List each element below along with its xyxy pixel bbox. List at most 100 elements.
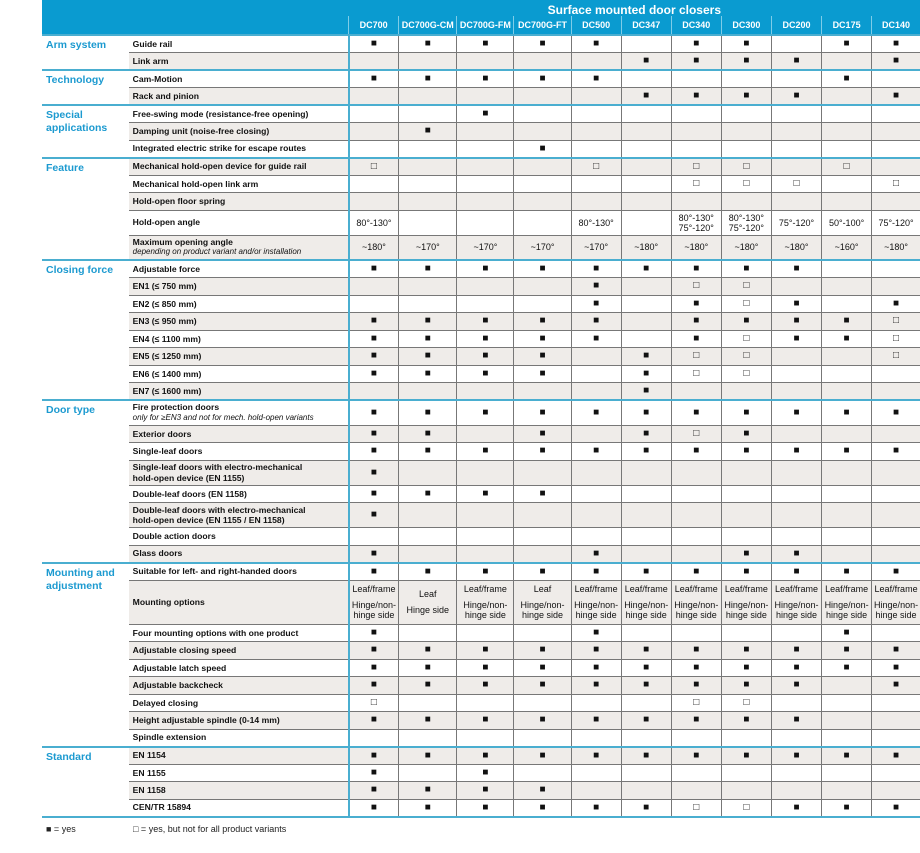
yes-mark: ■	[871, 442, 920, 460]
cell-line: Hinge/non-hinge side	[351, 600, 396, 620]
empty-cell	[456, 623, 514, 642]
table-row: Hold-open angle 80°-130° 80°-130° 80°-130° 7…	[42, 209, 920, 235]
empty-cell	[398, 763, 457, 782]
feature-label: Four mounting options with one product	[127, 623, 349, 642]
empty-cell	[670, 502, 722, 528]
partial-mark: □	[720, 347, 772, 365]
yes-mark: ■	[347, 658, 399, 677]
yes-mark: ■	[821, 641, 872, 659]
empty-cell	[456, 277, 514, 295]
cell-line: Hinge/non-hinge side	[674, 600, 719, 620]
yes-mark: ■	[570, 329, 622, 348]
yes-mark: ■	[770, 294, 822, 313]
empty-cell	[720, 459, 772, 485]
yes-mark: ■	[570, 259, 622, 278]
empty-cell	[347, 87, 399, 105]
table-row: Integrated electric strike for escape ro…	[42, 139, 920, 158]
yes-mark: ■	[456, 104, 514, 123]
empty-cell	[670, 139, 722, 158]
empty-cell	[670, 728, 722, 747]
empty-cell	[770, 347, 822, 365]
cell-text: 80°-130° 75°-120°	[720, 209, 772, 235]
table-row: Mounting options Leaf/frame Hinge/non-hing…	[42, 579, 920, 624]
empty-cell	[770, 502, 822, 528]
yes-mark: ■	[821, 658, 872, 677]
feature-name: EN4 (≤ 1100 mm)	[132, 333, 201, 344]
empty-cell	[513, 209, 572, 235]
empty-cell	[620, 139, 672, 158]
table-row: Arm system Guide rail ■ ■ ■ ■ ■ ■ ■ ■ ■	[42, 34, 920, 70]
feature-label: Mechanical hold-open device for guide ra…	[127, 156, 349, 175]
yes-mark: ■	[720, 424, 772, 443]
feature-label: Free-swing mode (resistance-free opening…	[127, 104, 349, 123]
empty-cell	[570, 502, 622, 528]
partial-mark: □	[871, 347, 920, 365]
empty-cell	[620, 544, 672, 563]
feature-name: Single-leaf doors with electro-mechanica…	[132, 462, 303, 483]
empty-cell	[456, 87, 514, 105]
empty-cell	[770, 192, 822, 210]
yes-mark: ■	[513, 329, 572, 348]
empty-cell	[670, 382, 722, 400]
yes-mark: ■	[670, 442, 722, 460]
table-row: EN4 (≤ 1100 mm) ■ ■ ■ ■ ■ ■ □ ■ ■ □	[42, 329, 920, 348]
yes-mark: ■	[347, 364, 399, 383]
cell-text: ~180°	[871, 234, 920, 260]
empty-cell	[770, 693, 822, 712]
yes-mark: ■	[456, 484, 514, 503]
empty-cell	[398, 87, 457, 105]
yes-mark: ■	[513, 34, 572, 53]
yes-mark: ■	[398, 69, 457, 88]
group-label: Closing force	[42, 259, 129, 400]
empty-cell	[670, 623, 722, 642]
table-row: Maximum opening angle depending on produc…	[42, 234, 920, 260]
yes-mark: ■	[347, 69, 399, 88]
feature-name: Adjustable force	[132, 263, 201, 274]
empty-cell	[821, 192, 872, 210]
feature-name: Glass doors	[132, 548, 183, 559]
model-header-dc700g-cm: DC700G-CM	[398, 16, 457, 35]
empty-cell	[570, 424, 622, 443]
yes-mark: ■	[720, 34, 772, 53]
table-row: Damping unit (noise-free closing) ■	[42, 122, 920, 140]
model-header-dc340: DC340	[670, 16, 722, 35]
empty-cell	[871, 711, 920, 729]
yes-mark: ■	[670, 676, 722, 694]
empty-cell	[770, 139, 822, 158]
yes-mark: ■	[770, 312, 822, 330]
table-row: EN 1155 ■ ■	[42, 763, 920, 782]
empty-cell	[620, 329, 672, 348]
feature-name: Adjustable backcheck	[132, 680, 223, 690]
empty-cell	[347, 527, 399, 545]
empty-cell	[513, 122, 572, 140]
cell-text: 50°-100°	[821, 209, 872, 235]
yes-mark: ■	[347, 745, 399, 764]
cell-text: 75°-120°	[770, 209, 822, 235]
empty-cell	[821, 693, 872, 712]
yes-mark: ■	[456, 69, 514, 88]
yes-mark: ■	[347, 459, 399, 485]
table-title: Surface mounted door closers	[348, 0, 920, 16]
yes-mark: ■	[620, 641, 672, 659]
cell-text: Leaf/frame Hinge/non-hinge side	[720, 579, 772, 624]
feature-label: CEN/TR 15894	[127, 798, 349, 818]
yes-mark: ■	[398, 312, 457, 330]
yes-mark: ■	[821, 745, 872, 764]
empty-cell	[398, 174, 457, 193]
group-label: Feature	[42, 156, 129, 260]
empty-cell	[570, 459, 622, 485]
cell-line: Leaf/frame	[825, 584, 869, 594]
empty-cell	[347, 104, 399, 123]
empty-cell	[513, 527, 572, 545]
empty-cell	[871, 277, 920, 295]
empty-cell	[570, 347, 622, 365]
table-row: EN1 (≤ 750 mm) ■ □ □	[42, 277, 920, 295]
empty-cell	[871, 192, 920, 210]
yes-mark: ■	[570, 69, 622, 88]
empty-cell	[398, 52, 457, 70]
yes-mark: ■	[821, 561, 872, 580]
yes-mark: ■	[670, 52, 722, 70]
cell-line: 80°-130°	[728, 212, 764, 223]
yes-mark: ■	[347, 34, 399, 53]
empty-cell	[570, 139, 622, 158]
